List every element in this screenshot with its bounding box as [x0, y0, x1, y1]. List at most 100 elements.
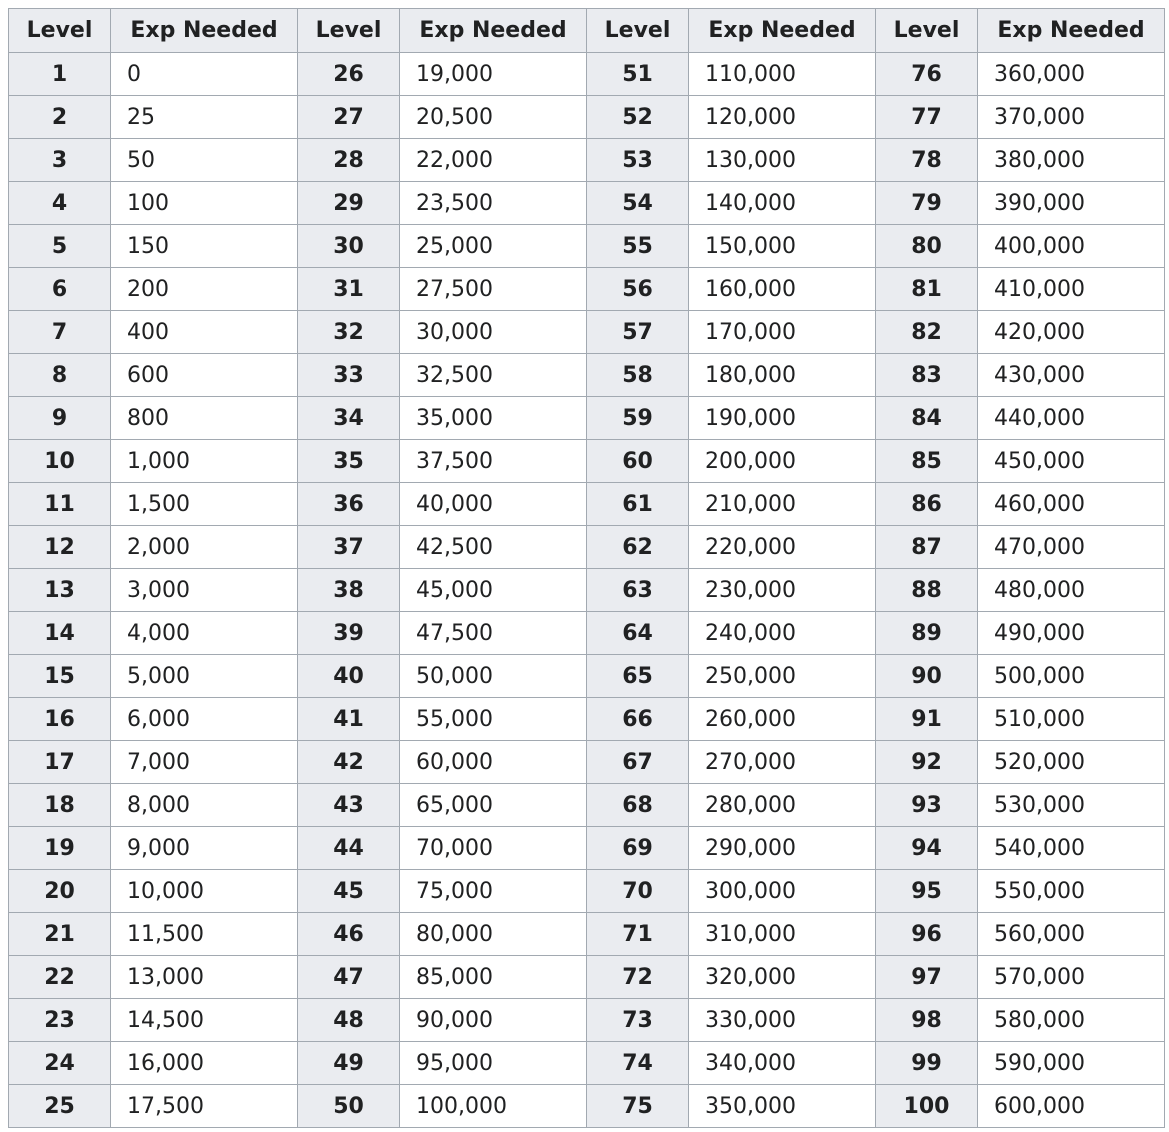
level-cell: 66	[586, 697, 689, 741]
level-cell: 25	[8, 1084, 111, 1128]
level-cell: 3	[8, 138, 111, 182]
exp-needed-cell: 16,000	[110, 1041, 298, 1085]
header-exp-2: Exp Needed	[399, 8, 587, 53]
level-cell: 61	[586, 482, 689, 526]
table-row: 1 0 26 19,000 51 110,000 76 360,000	[8, 52, 1165, 96]
level-cell: 1	[8, 52, 111, 96]
exp-needed-cell: 6,000	[110, 697, 298, 741]
table-row: 14 4,000 39 47,500 64 240,000 89 490,000	[8, 611, 1165, 655]
level-cell: 96	[875, 912, 978, 956]
level-cell: 84	[875, 396, 978, 440]
level-cell: 81	[875, 267, 978, 311]
header-level-1: Level	[8, 8, 111, 53]
level-cell: 87	[875, 525, 978, 569]
exp-needed-cell: 290,000	[688, 826, 876, 870]
level-cell: 86	[875, 482, 978, 526]
level-cell: 50	[297, 1084, 400, 1128]
table-row: 13 3,000 38 45,000 63 230,000 88 480,000	[8, 568, 1165, 612]
level-cell: 33	[297, 353, 400, 397]
exp-needed-cell: 350,000	[688, 1084, 876, 1128]
level-cell: 76	[875, 52, 978, 96]
level-cell: 93	[875, 783, 978, 827]
level-cell: 60	[586, 439, 689, 483]
exp-needed-cell: 80,000	[399, 912, 587, 956]
exp-needed-cell: 120,000	[688, 95, 876, 139]
level-cell: 80	[875, 224, 978, 268]
exp-needed-cell: 3,000	[110, 568, 298, 612]
table-row: 21 11,500 46 80,000 71 310,000 96 560,000	[8, 912, 1165, 956]
exp-needed-cell: 4,000	[110, 611, 298, 655]
level-cell: 49	[297, 1041, 400, 1085]
exp-table: Level Exp Needed Level Exp Needed Level …	[8, 8, 1165, 1128]
level-cell: 37	[297, 525, 400, 569]
exp-needed-cell: 70,000	[399, 826, 587, 870]
level-cell: 74	[586, 1041, 689, 1085]
header-level-2: Level	[297, 8, 400, 53]
exp-needed-cell: 0	[110, 52, 298, 96]
header-exp-1: Exp Needed	[110, 8, 298, 53]
exp-needed-cell: 14,500	[110, 998, 298, 1042]
exp-needed-cell: 110,000	[688, 52, 876, 96]
level-cell: 94	[875, 826, 978, 870]
table-body: 1 0 26 19,000 51 110,000 76 360,000 2 25 27 20,500 5…	[8, 52, 1165, 1128]
level-cell: 75	[586, 1084, 689, 1128]
level-cell: 47	[297, 955, 400, 999]
level-cell: 34	[297, 396, 400, 440]
level-cell: 13	[8, 568, 111, 612]
level-cell: 42	[297, 740, 400, 784]
exp-needed-cell: 300,000	[688, 869, 876, 913]
exp-needed-cell: 10,000	[110, 869, 298, 913]
table-row: 3 50 28 22,000 53 130,000 78 380,000	[8, 138, 1165, 182]
level-cell: 48	[297, 998, 400, 1042]
exp-needed-cell: 490,000	[977, 611, 1165, 655]
table-row: 6 200 31 27,500 56 160,000 81 410,000	[8, 267, 1165, 311]
exp-needed-cell: 22,000	[399, 138, 587, 182]
exp-needed-cell: 11,500	[110, 912, 298, 956]
exp-needed-cell: 210,000	[688, 482, 876, 526]
level-cell: 73	[586, 998, 689, 1042]
level-cell: 30	[297, 224, 400, 268]
level-cell: 22	[8, 955, 111, 999]
exp-needed-cell: 45,000	[399, 568, 587, 612]
exp-needed-cell: 42,500	[399, 525, 587, 569]
exp-needed-cell: 2,000	[110, 525, 298, 569]
level-cell: 7	[8, 310, 111, 354]
exp-needed-cell: 320,000	[688, 955, 876, 999]
level-cell: 99	[875, 1041, 978, 1085]
exp-needed-cell: 25	[110, 95, 298, 139]
exp-needed-cell: 55,000	[399, 697, 587, 741]
exp-needed-cell: 470,000	[977, 525, 1165, 569]
exp-needed-cell: 530,000	[977, 783, 1165, 827]
exp-needed-cell: 90,000	[399, 998, 587, 1042]
level-cell: 89	[875, 611, 978, 655]
exp-needed-cell: 1,500	[110, 482, 298, 526]
level-cell: 43	[297, 783, 400, 827]
exp-needed-cell: 340,000	[688, 1041, 876, 1085]
exp-needed-cell: 270,000	[688, 740, 876, 784]
level-cell: 38	[297, 568, 400, 612]
exp-needed-cell: 40,000	[399, 482, 587, 526]
exp-needed-cell: 410,000	[977, 267, 1165, 311]
exp-needed-cell: 450,000	[977, 439, 1165, 483]
table-row: 17 7,000 42 60,000 67 270,000 92 520,000	[8, 740, 1165, 784]
level-cell: 67	[586, 740, 689, 784]
exp-needed-cell: 140,000	[688, 181, 876, 225]
exp-needed-cell: 100,000	[399, 1084, 587, 1128]
exp-needed-cell: 30,000	[399, 310, 587, 354]
exp-needed-cell: 600	[110, 353, 298, 397]
exp-needed-cell: 35,000	[399, 396, 587, 440]
level-cell: 52	[586, 95, 689, 139]
level-cell: 28	[297, 138, 400, 182]
exp-needed-cell: 37,500	[399, 439, 587, 483]
exp-needed-cell: 1,000	[110, 439, 298, 483]
exp-needed-cell: 150,000	[688, 224, 876, 268]
exp-needed-cell: 32,500	[399, 353, 587, 397]
level-cell: 31	[297, 267, 400, 311]
exp-needed-cell: 380,000	[977, 138, 1165, 182]
level-cell: 88	[875, 568, 978, 612]
level-cell: 35	[297, 439, 400, 483]
level-cell: 44	[297, 826, 400, 870]
table-row: 18 8,000 43 65,000 68 280,000 93 530,000	[8, 783, 1165, 827]
level-cell: 59	[586, 396, 689, 440]
level-cell: 10	[8, 439, 111, 483]
